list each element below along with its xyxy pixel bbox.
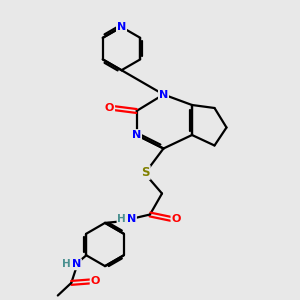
Text: N: N	[72, 259, 81, 269]
Text: O: O	[105, 103, 114, 113]
Text: N: N	[159, 89, 168, 100]
Text: N: N	[132, 130, 141, 140]
Text: S: S	[141, 166, 150, 179]
Text: O: O	[171, 214, 181, 224]
Text: H: H	[62, 259, 70, 269]
Text: N: N	[117, 22, 126, 32]
Text: N: N	[127, 214, 136, 224]
Text: H: H	[117, 214, 126, 224]
Text: O: O	[91, 276, 100, 286]
